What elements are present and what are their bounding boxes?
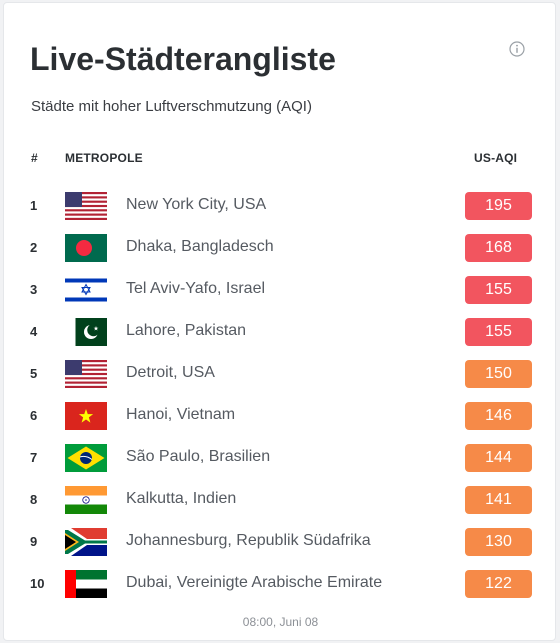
list-item[interactable]: 10 Dubai, Vereinigte Arabische Emirate 122 bbox=[4, 563, 557, 605]
aqi-badge: 146 bbox=[465, 402, 532, 430]
brazil-flag-icon bbox=[65, 444, 107, 472]
timestamp: 08:00, Juni 08 bbox=[242, 615, 319, 629]
rank-number: 8 bbox=[30, 492, 38, 507]
rank-number: 1 bbox=[30, 198, 38, 213]
aqi-badge: 168 bbox=[465, 234, 532, 262]
city-name[interactable]: Dhaka, Bangladesch bbox=[126, 238, 274, 255]
column-header-rank: # bbox=[31, 151, 38, 165]
list-item[interactable]: 5 Detroit, USA 150 bbox=[4, 353, 557, 395]
aqi-badge: 141 bbox=[465, 486, 532, 514]
list-item[interactable]: 8 Kalkutta, Indien 141 bbox=[4, 479, 557, 521]
city-name[interactable]: Lahore, Pakistan bbox=[126, 322, 247, 339]
column-header-aqi: US-AQI bbox=[474, 151, 518, 165]
list-item[interactable]: 7 São Paulo, Brasilien 144 bbox=[4, 437, 557, 479]
aqi-badge: 155 bbox=[465, 318, 532, 346]
aqi-badge: 144 bbox=[465, 444, 532, 472]
usa-flag-icon bbox=[65, 360, 107, 388]
list-item[interactable]: 6 Hanoi, Vietnam 146 bbox=[4, 395, 557, 437]
rank-number: 5 bbox=[30, 366, 38, 381]
list-item[interactable]: 3 Tel Aviv-Yafo, Israel 155 bbox=[4, 269, 557, 311]
rank-number: 10 bbox=[30, 576, 45, 591]
city-ranking-card: Live-Städterangliste Städte mit hoher Lu… bbox=[3, 2, 556, 641]
israel-flag-icon bbox=[65, 276, 107, 304]
rank-number: 7 bbox=[30, 450, 38, 465]
aqi-badge: 130 bbox=[465, 528, 532, 556]
city-name[interactable]: São Paulo, Brasilien bbox=[126, 448, 271, 465]
rank-number: 3 bbox=[30, 282, 38, 297]
uae-flag-icon bbox=[65, 570, 107, 598]
city-name[interactable]: Detroit, USA bbox=[126, 364, 215, 381]
list-item[interactable]: 2 Dhaka, Bangladesch 168 bbox=[4, 227, 557, 269]
aqi-badge: 195 bbox=[465, 192, 532, 220]
city-name[interactable]: Johannesburg, Republik Südafrika bbox=[126, 532, 371, 549]
city-name[interactable]: Hanoi, Vietnam bbox=[126, 406, 236, 423]
rank-number: 6 bbox=[30, 408, 38, 423]
list-item[interactable]: 1 New York City, USA 195 bbox=[4, 185, 557, 227]
rank-number: 2 bbox=[30, 240, 38, 255]
aqi-badge: 150 bbox=[465, 360, 532, 388]
info-icon[interactable] bbox=[509, 41, 525, 57]
rank-number: 9 bbox=[30, 534, 38, 549]
widget-title: Live-Städterangliste bbox=[30, 41, 336, 77]
vietnam-flag-icon bbox=[65, 402, 107, 430]
list-item[interactable]: 9 Johannesburg, Republik Südafrika 130 bbox=[4, 521, 557, 563]
column-header-city: METROPOLE bbox=[65, 151, 143, 165]
pakistan-flag-icon bbox=[65, 318, 107, 346]
bangladesh-flag-icon bbox=[65, 234, 107, 262]
widget-subtitle: Städte mit hoher Luftverschmutzung (AQI) bbox=[31, 98, 312, 115]
rank-number: 4 bbox=[30, 324, 38, 339]
usa-flag-icon bbox=[65, 192, 107, 220]
list-item[interactable]: 4 Lahore, Pakistan 155 bbox=[4, 311, 557, 353]
city-name[interactable]: New York City, USA bbox=[126, 196, 267, 213]
aqi-badge: 155 bbox=[465, 276, 532, 304]
city-name[interactable]: Kalkutta, Indien bbox=[126, 490, 237, 507]
aqi-badge: 122 bbox=[465, 570, 532, 598]
city-name[interactable]: Tel Aviv-Yafo, Israel bbox=[126, 280, 266, 297]
south-africa-flag-icon bbox=[65, 528, 107, 556]
india-flag-icon bbox=[65, 486, 107, 514]
city-name[interactable]: Dubai, Vereinigte Arabische Emirate bbox=[126, 574, 383, 591]
